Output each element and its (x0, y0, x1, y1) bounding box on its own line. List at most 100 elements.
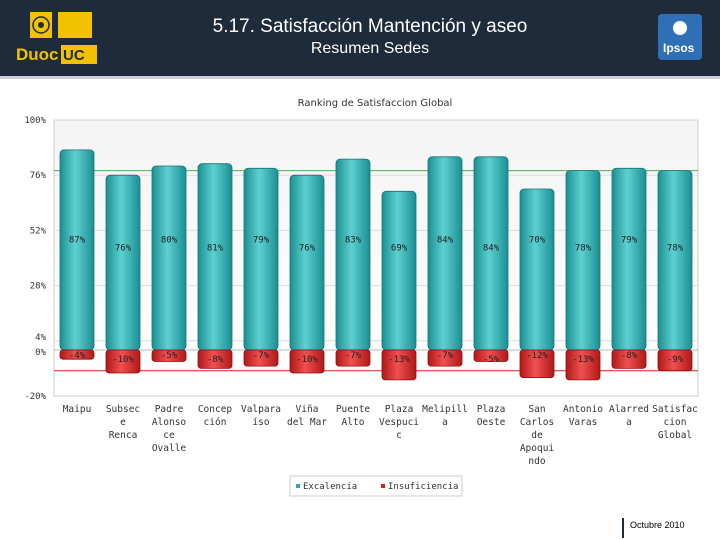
data-label-insuficiencia: -8% (621, 351, 638, 361)
bar-insuficiencia (427, 349, 463, 367)
footer-date: Octubre 2010 (630, 520, 685, 530)
legend-box (289, 475, 463, 497)
bar-excelencia (657, 170, 693, 351)
category-label: a (626, 417, 632, 428)
ipsos-logo: Ipsos (658, 14, 702, 60)
footer-divider (622, 518, 624, 538)
category-label: del Mar (287, 417, 327, 428)
bar-excelencia (519, 188, 555, 351)
bar-excelencia (197, 163, 233, 351)
bar-insuficiencia (381, 349, 417, 381)
bar-excelencia (565, 170, 601, 351)
legend-label-insuficiencia: Insuficiencia (388, 482, 458, 492)
svg-text:Ipsos: Ipsos (663, 41, 695, 55)
bar-excelencia (427, 156, 463, 351)
category-label: Alto (342, 417, 365, 428)
category-label: Global (658, 430, 692, 441)
y-tick-label: 0% (35, 348, 46, 358)
data-label-excelencia: 80% (161, 235, 178, 245)
data-label-insuficiencia: -10% (296, 355, 318, 365)
category-label: Valpara (241, 404, 281, 415)
data-label-excelencia: 78% (667, 243, 684, 253)
legend-swatch-excelencia (296, 484, 300, 488)
data-label-excelencia: 84% (437, 235, 454, 245)
bar-excelencia (611, 167, 647, 351)
svg-text:Duoc: Duoc (16, 45, 59, 64)
bar-insuficiencia (59, 349, 95, 360)
bar-excelencia (289, 174, 325, 351)
data-label-excelencia: 79% (621, 235, 638, 245)
bar-insuficiencia (519, 349, 555, 379)
data-label-excelencia: 76% (299, 243, 316, 253)
plot-area (53, 119, 699, 397)
category-label: Apoqui (520, 443, 555, 454)
category-label: Alonso (152, 417, 187, 428)
data-label-insuficiencia: -8% (207, 355, 224, 365)
category-label: íso (252, 417, 269, 428)
svg-text:UC: UC (63, 47, 85, 64)
category-label: Ovalle (152, 443, 187, 454)
category-label: e (120, 417, 126, 428)
satisfaction-chart: Ranking de Satisfaccion Global 100% 76% 52… (24, 98, 699, 497)
category-label: Subsec (106, 404, 140, 415)
page-subtitle: Resumen Sedes (310, 40, 430, 57)
y-tick-label: 100% (24, 116, 46, 126)
category-label: Satisfac (652, 404, 698, 415)
y-tick-label: 28% (30, 282, 47, 292)
header-divider (0, 76, 720, 79)
data-label-excelencia: 69% (391, 243, 408, 253)
bar-excelencia (59, 149, 95, 351)
data-label-insuficiencia: -9% (667, 355, 684, 365)
data-label-excelencia: 84% (483, 243, 500, 253)
data-label-excelencia: 81% (207, 243, 224, 253)
bar-insuficiencia (473, 349, 509, 362)
category-label: Vespuci (379, 417, 419, 428)
category-label: ce (163, 430, 175, 441)
data-label-excelencia: 79% (253, 235, 270, 245)
category-label: Oeste (477, 417, 506, 428)
duoc-logo: Duoc UC (16, 12, 97, 64)
category-label: Renca (109, 430, 138, 441)
category-label: a (442, 417, 448, 428)
data-label-insuficiencia: -5% (161, 351, 178, 361)
category-label: Melipill (422, 404, 468, 415)
bar-insuficiencia (151, 349, 187, 362)
category-label: Varas (569, 417, 598, 428)
y-tick-label: 52% (30, 226, 47, 236)
data-label-insuficiencia: -13% (572, 355, 594, 365)
category-label: Viña (296, 404, 319, 415)
legend-label-excelencia: Excalencia (303, 482, 357, 492)
data-label-excelencia: 70% (529, 235, 546, 245)
category-label: Padre (155, 404, 184, 415)
bar-insuficiencia (289, 349, 325, 374)
y-tick-label: -20% (24, 392, 46, 402)
legend-swatch-insuficiencia (381, 484, 385, 488)
data-label-insuficiencia: -7% (437, 351, 454, 361)
data-label-excelencia: 76% (115, 243, 132, 253)
data-label-insuficiencia: -7% (253, 351, 270, 361)
category-label: Antonio (563, 404, 603, 415)
category-label: de (531, 430, 543, 441)
bar-insuficiencia (105, 349, 141, 374)
bar-excelencia (151, 165, 187, 351)
category-label: Puente (336, 404, 371, 415)
bar-excelencia (243, 167, 279, 351)
category-label: Plaza (477, 404, 506, 415)
category-label: Alarred (609, 404, 649, 415)
category-label: Maipu (63, 404, 92, 415)
bar-insuficiencia (335, 349, 371, 367)
category-label: c (396, 430, 402, 441)
data-label-insuficiencia: -5% (483, 355, 500, 365)
category-label: Plaza (385, 404, 414, 415)
data-label-excelencia: 78% (575, 243, 592, 253)
data-label-excelencia: 83% (345, 235, 362, 245)
page-title: 5.17. Satisfacción Mantención y aseo (212, 16, 528, 37)
data-label-insuficiencia: -10% (112, 355, 134, 365)
category-label: cion (664, 417, 687, 428)
bar-excelencia (381, 190, 417, 351)
category-label: ndo (528, 456, 545, 467)
category-label: San (528, 404, 545, 415)
data-label-insuficiencia: -7% (345, 351, 362, 361)
data-label-insuficiencia: -4% (69, 351, 86, 361)
bar-excelencia (105, 174, 141, 351)
